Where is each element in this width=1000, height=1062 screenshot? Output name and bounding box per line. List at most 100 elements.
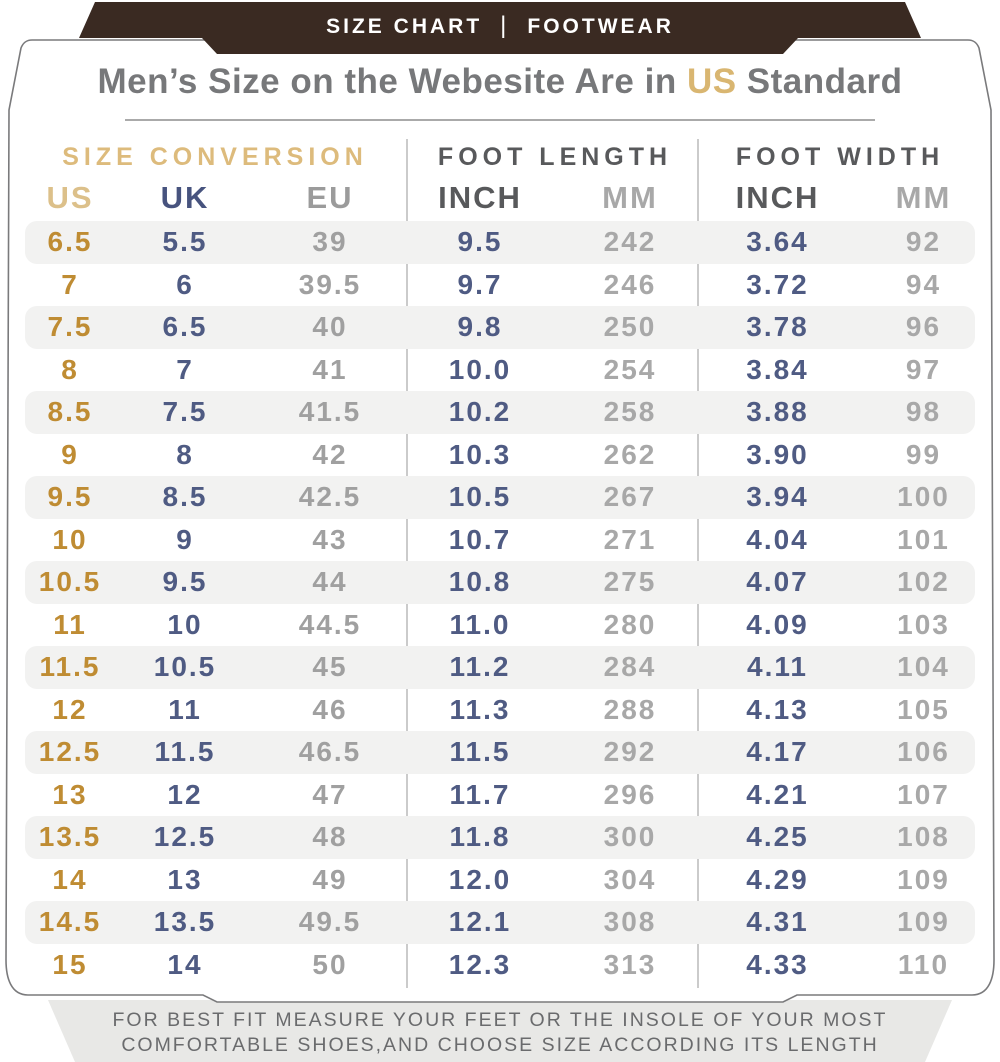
- cell-length-inch: 12.3: [448, 948, 512, 980]
- cell-length-mm: 300: [603, 821, 657, 853]
- banner-shape: [79, 2, 921, 54]
- cell-width-mm: 92: [905, 226, 942, 258]
- cell-length-mm: 280: [603, 608, 657, 640]
- cell-width-inch: 4.09: [746, 608, 809, 640]
- cell-width-mm: 103: [897, 608, 950, 640]
- banner: SIZE CHART | FOOTWEAR: [0, 9, 1000, 45]
- cell-length-mm: 292: [603, 736, 657, 768]
- cell-width-inch: 3.78: [746, 311, 809, 343]
- size-conversion-table: SIZE CONVERSION FOOT LENGTH FOOT WIDTH U…: [25, 139, 975, 986]
- cell-width-inch: 3.72: [746, 268, 809, 300]
- cell-us: 8.5: [47, 396, 93, 428]
- cell-length-inch: 11.0: [449, 608, 511, 640]
- cell-length-inch: 10.7: [448, 523, 512, 555]
- cell-length-mm: 246: [603, 268, 657, 300]
- cell-eu: 42.5: [298, 481, 362, 513]
- column-header-width-inch: INCH: [735, 180, 820, 215]
- table-row: 13.5 12.5 48 11.8 300 4.25 108: [25, 816, 975, 859]
- cell-us: 15: [52, 948, 88, 980]
- footer-line-1: FOR BEST FIT MEASURE YOUR FEET OR THE IN…: [112, 1009, 888, 1031]
- cell-uk: 11.5: [154, 736, 216, 768]
- cell-eu: 47: [312, 778, 348, 810]
- cell-length-inch: 9.8: [457, 311, 503, 343]
- cell-width-inch: 3.88: [746, 396, 809, 428]
- cell-width-mm: 96: [905, 311, 942, 343]
- cell-width-inch: 4.07: [746, 566, 809, 598]
- cell-width-inch: 4.04: [746, 523, 809, 555]
- table-row: 10 9 43 10.7 271 4.04 101: [25, 519, 975, 562]
- cell-uk: 9: [176, 523, 194, 555]
- table-row: 11.5 10.5 45 11.2 284 4.11 104: [25, 646, 975, 689]
- cell-us: 13.5: [38, 821, 102, 853]
- cell-eu: 49: [312, 863, 348, 895]
- cell-length-mm: 308: [603, 906, 657, 938]
- table-row: 14.5 13.5 49.5 12.1 308 4.31 109: [25, 901, 975, 944]
- cell-uk: 8: [176, 438, 194, 470]
- table-row: 12.5 11.5 46.5 11.5 292 4.17 106: [25, 731, 975, 774]
- cell-width-mm: 101: [897, 523, 950, 555]
- cell-uk: 7.5: [162, 396, 208, 428]
- cell-uk: 8.5: [162, 481, 208, 513]
- cell-uk: 12.5: [153, 821, 217, 853]
- cell-width-mm: 100: [897, 481, 950, 513]
- banner-separator: |: [500, 12, 510, 39]
- cell-length-mm: 284: [603, 651, 657, 683]
- cell-us: 7: [61, 268, 79, 300]
- cell-eu: 43: [312, 523, 348, 555]
- cell-length-mm: 267: [603, 481, 657, 513]
- cell-length-inch: 10.3: [448, 438, 512, 470]
- column-header-length-mm: MM: [602, 180, 658, 215]
- cell-width-inch: 4.11: [747, 651, 808, 683]
- cell-us: 11.5: [39, 651, 101, 683]
- cell-us: 11: [53, 608, 87, 640]
- cell-us: 8: [61, 353, 79, 385]
- cell-length-mm: 258: [603, 396, 657, 428]
- cell-width-inch: 3.64: [746, 226, 809, 258]
- group-header-size-conversion: SIZE CONVERSION: [62, 142, 368, 171]
- cell-length-inch: 9.7: [457, 268, 503, 300]
- cell-length-mm: 242: [603, 226, 657, 258]
- cell-width-inch: 3.84: [746, 353, 809, 385]
- cell-us: 13: [52, 778, 88, 810]
- cell-length-mm: 313: [603, 948, 657, 980]
- cell-length-inch: 10.5: [448, 481, 512, 513]
- cell-width-mm: 110: [897, 948, 950, 980]
- cell-us: 9.5: [47, 481, 93, 513]
- cell-width-mm: 99: [905, 438, 942, 470]
- cell-width-inch: 4.31: [746, 906, 809, 938]
- table-row: 14 13 49 12.0 304 4.29 109: [25, 859, 975, 902]
- column-header-eu: EU: [306, 180, 354, 215]
- table-body: 6.5 5.5 39 9.5 242 3.64 92 7 6 39.5 9.7 246 3.72 94 …: [25, 221, 975, 986]
- cell-width-mm: 104: [897, 651, 950, 683]
- cell-uk: 7: [176, 353, 194, 385]
- cell-eu: 46.5: [298, 736, 362, 768]
- cell-width-inch: 4.25: [746, 821, 809, 853]
- cell-width-mm: 107: [897, 778, 950, 810]
- column-header-length-inch: INCH: [438, 180, 522, 215]
- cell-length-mm: 275: [603, 566, 657, 598]
- cell-eu: 39.5: [298, 268, 362, 300]
- cell-eu: 45: [312, 651, 348, 683]
- group-header-row: SIZE CONVERSION FOOT LENGTH FOOT WIDTH: [25, 139, 975, 175]
- title-highlight-us: US: [686, 62, 737, 101]
- cell-us: 7.5: [47, 311, 93, 343]
- cell-width-mm: 109: [897, 863, 950, 895]
- cell-length-mm: 296: [603, 778, 657, 810]
- table-row: 8 7 41 10.0 254 3.84 97: [25, 349, 975, 392]
- cell-eu: 40: [312, 311, 348, 343]
- table-row: 7.5 6.5 40 9.8 250 3.78 96: [25, 306, 975, 349]
- table-row: 9.5 8.5 42.5 10.5 267 3.94 100: [25, 476, 975, 519]
- column-header-width-mm: MM: [895, 180, 952, 215]
- cell-eu: 46: [312, 693, 348, 725]
- column-header-us: US: [46, 180, 94, 215]
- cell-eu: 49.5: [298, 906, 362, 938]
- title-prefix: Men’s Size on the Webesite Are in: [97, 62, 687, 101]
- cell-uk: 10: [167, 608, 203, 640]
- cell-length-inch: 11.8: [449, 821, 511, 853]
- cell-width-inch: 4.17: [746, 736, 809, 768]
- cell-length-mm: 250: [603, 311, 657, 343]
- group-header-foot-width: FOOT WIDTH: [735, 142, 945, 171]
- table-row: 9 8 42 10.3 262 3.90 99: [25, 434, 975, 477]
- cell-width-inch: 4.21: [746, 778, 809, 810]
- cell-length-inch: 12.0: [448, 863, 512, 895]
